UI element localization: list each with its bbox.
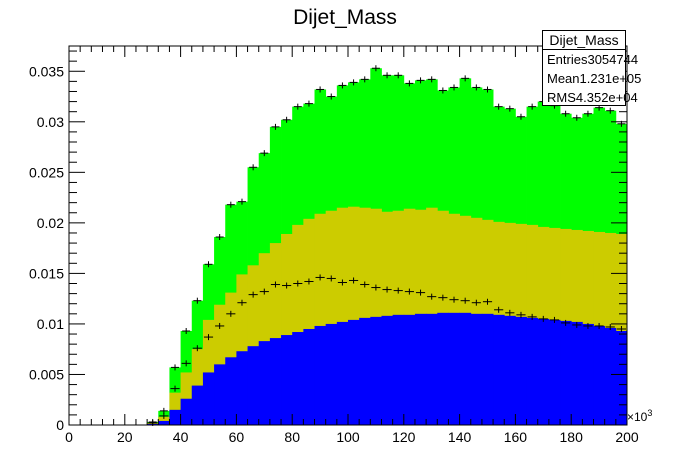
y-tick-label: 0.02 bbox=[37, 215, 64, 231]
x-axis-multiplier-exponent: 3 bbox=[647, 408, 652, 418]
histogram-bar bbox=[303, 328, 315, 425]
histogram-bar bbox=[582, 323, 594, 425]
histogram-bar bbox=[336, 207, 349, 425]
histogram-bar bbox=[258, 253, 271, 425]
histogram-bar bbox=[493, 314, 505, 425]
x-tick-label: 20 bbox=[117, 429, 133, 445]
histogram-bar bbox=[202, 319, 215, 425]
histogram-bar bbox=[414, 313, 427, 425]
stats-label: RMS bbox=[547, 90, 576, 105]
histogram-bar bbox=[158, 420, 170, 425]
axis-ticks bbox=[68, 46, 628, 426]
x-tick-label: 140 bbox=[448, 429, 472, 445]
histogram-bar bbox=[214, 364, 226, 425]
histogram-bar bbox=[236, 351, 248, 425]
x-axis-multiplier: ×103 bbox=[627, 408, 652, 424]
histogram-bar bbox=[403, 314, 416, 425]
histogram-bar bbox=[392, 314, 405, 425]
histogram-bar bbox=[225, 357, 237, 425]
y-tick-label: 0 bbox=[56, 417, 64, 433]
histogram-bar bbox=[537, 318, 550, 425]
stats-row-rms: RMS 4.352e+04 bbox=[543, 88, 638, 107]
histogram-bar bbox=[526, 317, 539, 425]
y-tick-label: 0.005 bbox=[29, 366, 64, 382]
stats-row-entries: Entries 3054744 bbox=[543, 50, 638, 69]
histogram-bar bbox=[470, 313, 483, 425]
histogram-bar bbox=[269, 243, 282, 425]
histogram-bar bbox=[292, 332, 304, 425]
x-tick-label: 60 bbox=[229, 429, 245, 445]
histogram-bar bbox=[515, 316, 527, 425]
histogram-bar bbox=[258, 341, 271, 425]
chart-title: Dijet_Mass bbox=[293, 6, 397, 29]
x-tick-label: 200 bbox=[615, 429, 639, 445]
x-tick-label: 80 bbox=[284, 429, 300, 445]
stats-value: 3054744 bbox=[587, 52, 639, 67]
histogram-bar bbox=[459, 312, 472, 425]
histogram-bar bbox=[180, 398, 193, 425]
histogram-bar bbox=[359, 317, 371, 425]
histogram-bar bbox=[560, 320, 572, 425]
stats-value: 1.231e+05 bbox=[579, 71, 642, 86]
histogram-bar bbox=[281, 335, 293, 425]
y-tick-label: 0.015 bbox=[29, 265, 64, 281]
x-tick-label: 160 bbox=[504, 429, 528, 445]
histogram-bar bbox=[169, 409, 181, 425]
stats-title: Dijet_Mass bbox=[543, 31, 625, 50]
histogram-bar bbox=[336, 321, 349, 425]
histogram-bar bbox=[303, 218, 315, 425]
histogram-bar bbox=[314, 213, 327, 425]
histogram-bar bbox=[281, 233, 293, 425]
histogram-bar bbox=[325, 323, 338, 425]
histogram-bar bbox=[381, 315, 394, 425]
y-tick-label: 0.01 bbox=[37, 316, 64, 332]
x-tick-label: 180 bbox=[560, 429, 584, 445]
histogram-bar bbox=[548, 319, 561, 425]
histogram-bar bbox=[314, 325, 327, 425]
y-tick-label: 0.03 bbox=[37, 114, 64, 130]
axis-tick-labels: 0 20 40 60 80 100 120 140 160 180 200 0 0.005 0.01 0.0… bbox=[29, 63, 639, 445]
x-axis-multiplier-base: ×10 bbox=[627, 410, 648, 424]
histogram-bar bbox=[247, 346, 260, 425]
x-tick-label: 40 bbox=[173, 429, 189, 445]
histogram-bar bbox=[481, 313, 494, 425]
histogram-bar bbox=[615, 331, 628, 425]
histogram-bar bbox=[236, 274, 248, 425]
histogram-bar bbox=[292, 224, 304, 425]
x-tick-label: 120 bbox=[392, 429, 416, 445]
stats-label: Entries bbox=[547, 52, 588, 67]
histogram-bar bbox=[269, 338, 282, 425]
histogram-bar bbox=[247, 265, 260, 425]
stats-box: Dijet_Mass Entries 3054744 Mean 1.231e+0… bbox=[542, 30, 641, 107]
histogram-bar bbox=[604, 327, 617, 425]
y-tick-label: 0.035 bbox=[29, 63, 64, 79]
histogram-bar bbox=[348, 206, 360, 425]
y-tick-label: 0.025 bbox=[29, 164, 64, 180]
histogram-bar bbox=[571, 321, 583, 425]
stats-row-mean: Mean 1.231e+05 bbox=[543, 69, 641, 88]
histogram-bar bbox=[593, 325, 606, 425]
histogram-bar bbox=[370, 316, 382, 425]
x-tick-label: 100 bbox=[336, 429, 360, 445]
histogram-bar bbox=[504, 315, 516, 425]
histogram-bar bbox=[437, 312, 449, 425]
histogram-bar bbox=[325, 210, 338, 425]
histogram-bar bbox=[169, 392, 181, 425]
histogram-bar bbox=[348, 319, 360, 425]
histogram-bar bbox=[202, 372, 215, 425]
histogram-bar bbox=[448, 312, 460, 425]
stats-value: 4.352e+04 bbox=[575, 90, 638, 105]
histogram-bar bbox=[426, 313, 438, 425]
histogram-bar bbox=[191, 385, 204, 425]
stats-label: Mean bbox=[547, 71, 580, 86]
histogram-bar bbox=[359, 207, 371, 425]
histogram-bars bbox=[147, 68, 628, 426]
x-tick-label: 0 bbox=[65, 429, 73, 445]
